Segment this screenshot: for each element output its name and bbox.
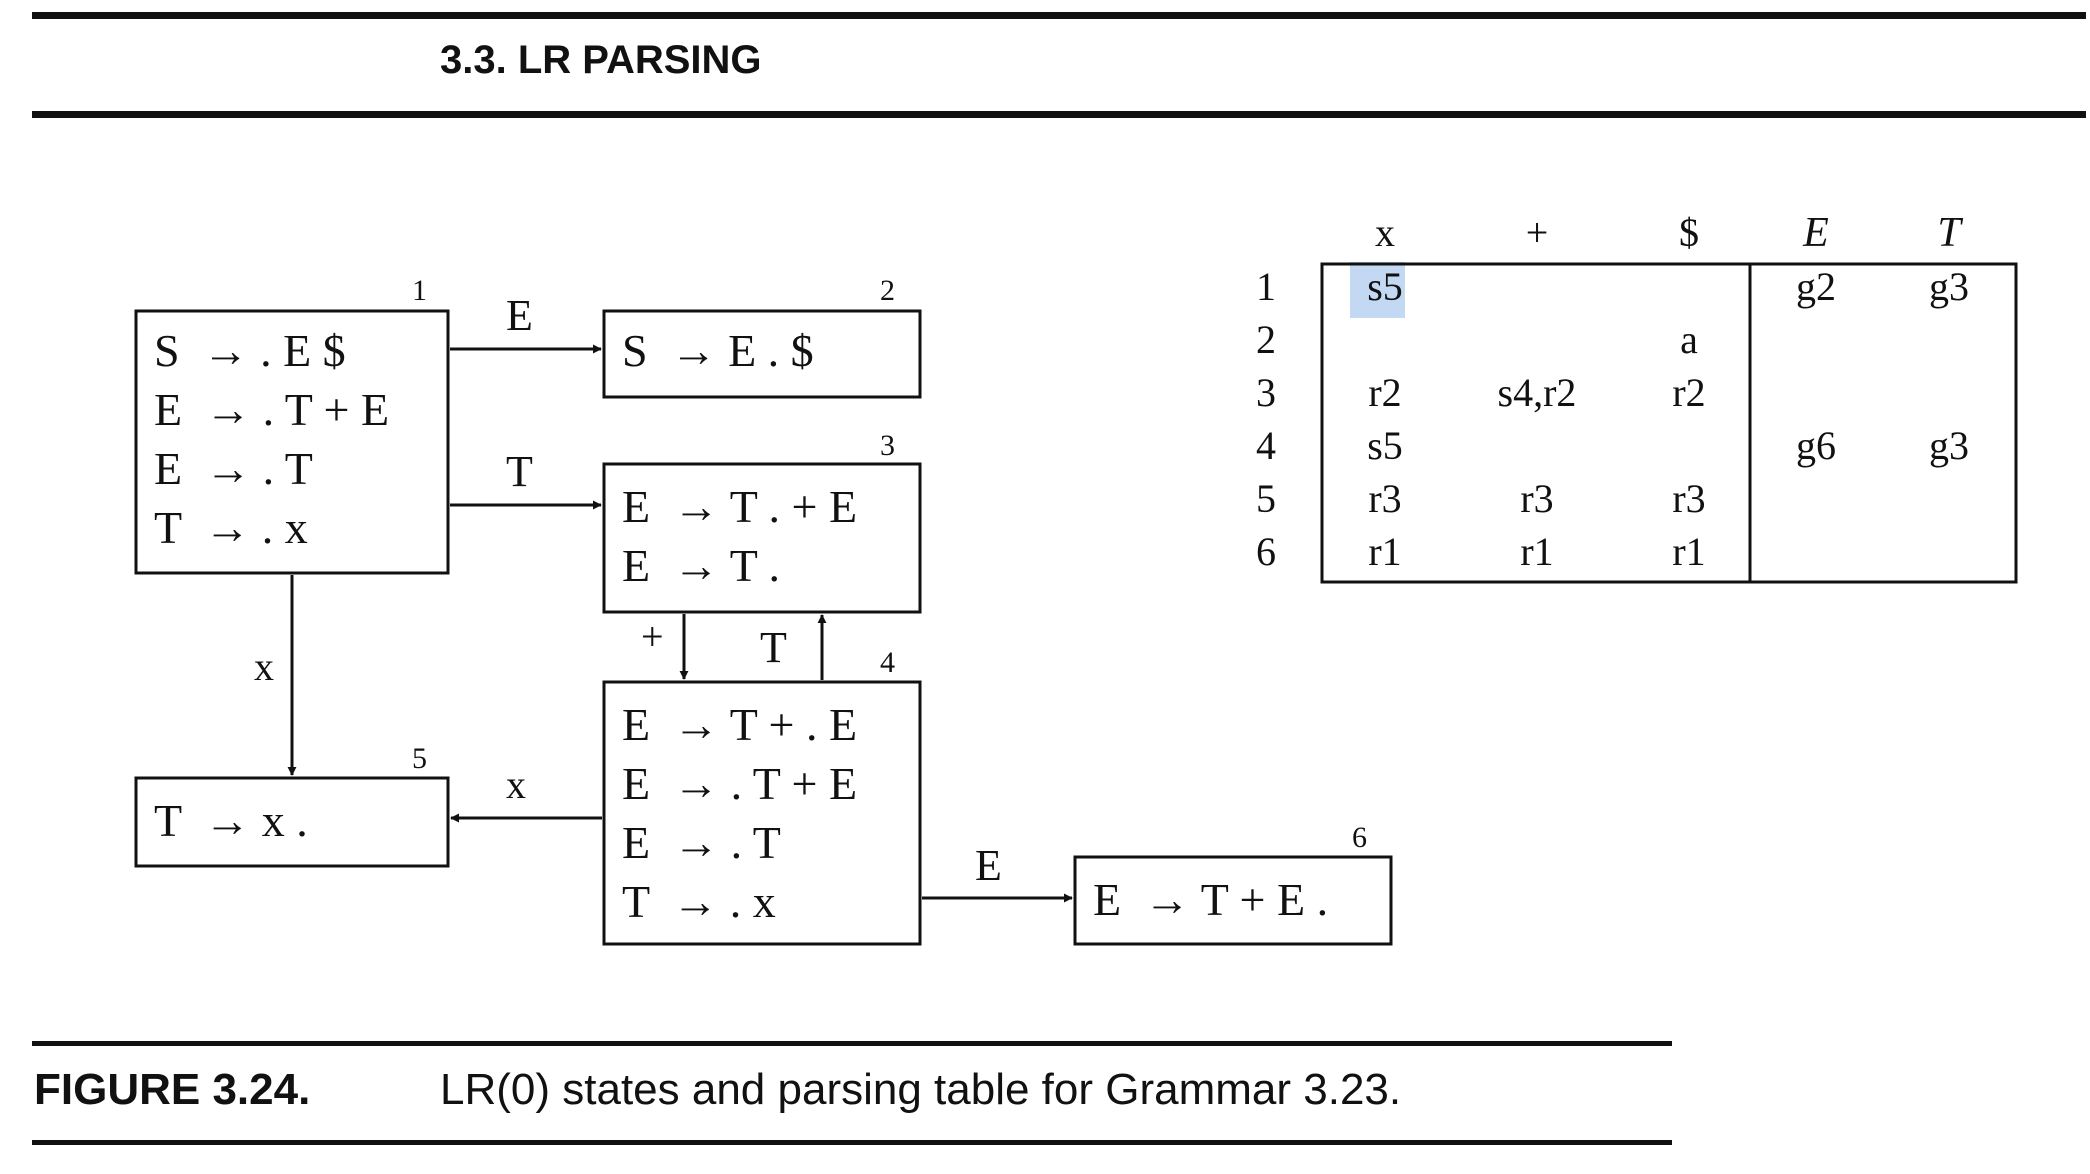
table-cell: g3 bbox=[1929, 264, 1969, 309]
state-6-box bbox=[1073, 855, 1393, 946]
state-1-item: E → . T bbox=[154, 443, 313, 494]
state-4-box bbox=[602, 680, 922, 946]
state-2-number: 2 bbox=[880, 274, 895, 307]
table-cell: g2 bbox=[1796, 264, 1836, 309]
table-row-state: 6 bbox=[1256, 529, 1276, 574]
table-cell: s5 bbox=[1367, 264, 1403, 309]
table-cell: r2 bbox=[1368, 370, 1401, 415]
table-row-state: 5 bbox=[1256, 476, 1276, 521]
figure-label: FIGURE 3.24. bbox=[34, 1065, 311, 1114]
transition-label-1-5: x bbox=[254, 644, 274, 689]
table-cell: g6 bbox=[1796, 423, 1836, 468]
table-cell: r2 bbox=[1672, 370, 1705, 415]
table-cell: r1 bbox=[1520, 529, 1553, 574]
transition-label-1-3: T bbox=[506, 447, 533, 496]
caption-top-rule bbox=[32, 1041, 1672, 1046]
table-cell: a bbox=[1680, 317, 1698, 362]
state-5-item: T → x . bbox=[154, 795, 308, 846]
state-5-number: 5 bbox=[412, 742, 427, 775]
transition-label-3-4: + bbox=[641, 614, 664, 659]
state-2-item: S → E . $ bbox=[622, 325, 814, 376]
state-4-item: T → . x bbox=[622, 876, 776, 927]
transition-label-4-3: T bbox=[760, 623, 787, 672]
state-1-number: 1 bbox=[412, 274, 427, 307]
state-4-item: E → . T + E bbox=[622, 758, 857, 809]
transition-label-4-6: E bbox=[975, 841, 1002, 890]
parsing-table-border bbox=[1320, 262, 2018, 584]
figure-caption: LR(0) states and parsing table for Gramm… bbox=[440, 1065, 1402, 1114]
table-cell: g3 bbox=[1929, 423, 1969, 468]
state-1-item: T → . x bbox=[154, 502, 308, 553]
state-3-number: 3 bbox=[880, 429, 895, 462]
transition-label-1-2: E bbox=[506, 291, 533, 340]
table-column-header: E bbox=[1802, 210, 1829, 256]
table-cell: r1 bbox=[1672, 529, 1705, 574]
state-2-box bbox=[602, 309, 922, 399]
state-3-item: E → T . bbox=[622, 540, 780, 591]
table-cell: s4,r2 bbox=[1498, 370, 1577, 415]
transition-label-4-5: x bbox=[506, 762, 526, 807]
table-cell: r3 bbox=[1520, 476, 1553, 521]
state-4-number: 4 bbox=[880, 646, 895, 679]
state-6-number: 6 bbox=[1352, 821, 1367, 854]
section-title: 3.3. LR PARSING bbox=[440, 38, 762, 82]
table-row-state: 2 bbox=[1256, 317, 1276, 362]
state-5-box bbox=[134, 776, 450, 868]
header-bottom-rule bbox=[32, 111, 2086, 118]
state-1-item: E → . T + E bbox=[154, 384, 389, 435]
table-row-state: 4 bbox=[1256, 423, 1276, 468]
caption-bottom-rule bbox=[32, 1140, 1672, 1145]
table-cell: s5 bbox=[1367, 423, 1403, 468]
state-1-box bbox=[134, 309, 450, 575]
state-6-item: E → T + E . bbox=[1093, 874, 1328, 925]
state-3-box bbox=[602, 462, 922, 614]
highlight-cell bbox=[1350, 262, 1405, 318]
table-row-state: 1 bbox=[1256, 264, 1276, 309]
state-1-item: S → . E $ bbox=[154, 325, 346, 376]
table-column-header: x bbox=[1375, 210, 1395, 255]
table-column-header: T bbox=[1937, 210, 1963, 256]
header-top-rule bbox=[32, 12, 2086, 19]
state-4-item: E → T + . E bbox=[622, 699, 857, 750]
table-row-state: 3 bbox=[1256, 370, 1276, 415]
state-3-item: E → T . + E bbox=[622, 481, 857, 532]
table-cell: r3 bbox=[1672, 476, 1705, 521]
table-cell: r1 bbox=[1368, 529, 1401, 574]
table-column-header: $ bbox=[1679, 210, 1699, 255]
state-4-item: E → . T bbox=[622, 817, 781, 868]
table-cell: r3 bbox=[1368, 476, 1401, 521]
table-column-header: + bbox=[1526, 210, 1549, 255]
